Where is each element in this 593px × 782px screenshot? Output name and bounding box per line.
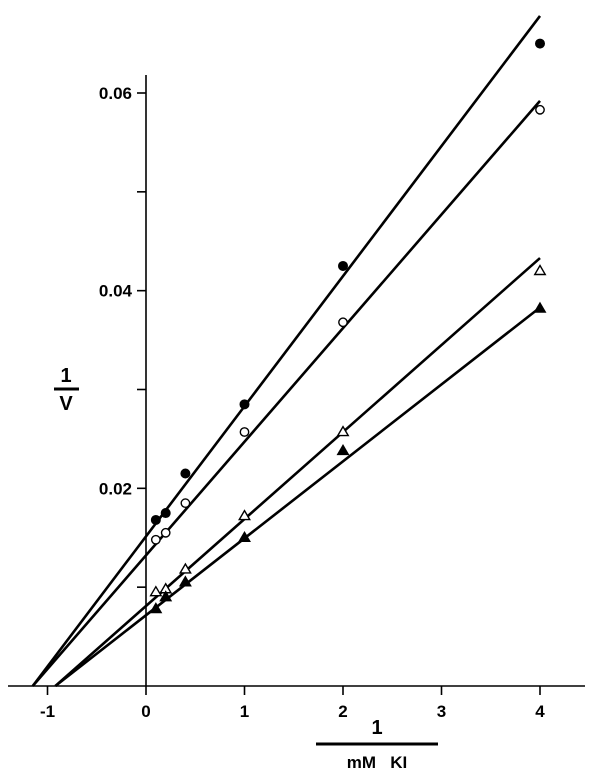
y-tick-label: 0.04	[99, 282, 133, 301]
x-axis-label-numerator: 1	[371, 717, 382, 739]
axis-labels: 1 V 1 mM KI	[54, 365, 438, 772]
data-point-filled-triangle	[178, 575, 192, 587]
x-tick-label: 3	[437, 702, 446, 721]
data-point-open-circle	[150, 534, 161, 545]
y-axis-label-numerator: 1	[60, 365, 71, 387]
y-tick-label: 0.06	[99, 84, 132, 103]
data-point-open-triangle	[178, 562, 192, 574]
fit-line-series-3	[54, 257, 541, 687]
x-tick-label: 0	[141, 702, 150, 721]
data-point-open-circle	[160, 527, 171, 538]
data-point-open-circle	[535, 104, 545, 115]
x-tick-label: 1	[240, 702, 249, 721]
axes: -1 0 1 2 3 4 0.02 0.04 0.06	[8, 75, 585, 721]
data-point-filled-circle	[535, 38, 545, 49]
data-points	[149, 38, 547, 614]
data-point-filled-triangle	[149, 602, 163, 614]
data-point-open-triangle	[533, 264, 547, 276]
x-tick-label: 2	[338, 702, 347, 721]
data-point-open-circle	[180, 498, 191, 509]
data-point-open-circle	[338, 317, 348, 328]
data-point-filled-triangle	[533, 301, 547, 313]
data-point-filled-circle	[180, 468, 191, 479]
x-axis-label-denominator: mM KI	[347, 753, 407, 772]
data-point-filled-triangle	[238, 530, 251, 543]
data-point-open-circle	[239, 427, 250, 437]
fit-line-series-2	[31, 100, 541, 687]
x-tick-label: 4	[535, 702, 545, 721]
data-point-open-triangle	[149, 585, 163, 597]
data-point-open-triangle	[238, 509, 251, 521]
y-tick-label: 0.02	[99, 479, 132, 498]
fit-line-series-1	[31, 15, 542, 687]
x-tick-label: -1	[40, 702, 55, 721]
data-point-filled-circle	[239, 399, 250, 410]
fit-lines	[31, 15, 542, 688]
y-axis-label-denominator: V	[59, 393, 73, 415]
data-point-open-triangle	[336, 425, 350, 437]
data-point-filled-circle	[160, 508, 171, 519]
data-point-filled-circle	[150, 514, 161, 525]
data-point-filled-circle	[338, 260, 348, 271]
fit-line-series-4	[54, 306, 541, 688]
data-point-filled-triangle	[159, 590, 173, 602]
data-point-filled-triangle	[336, 443, 350, 456]
